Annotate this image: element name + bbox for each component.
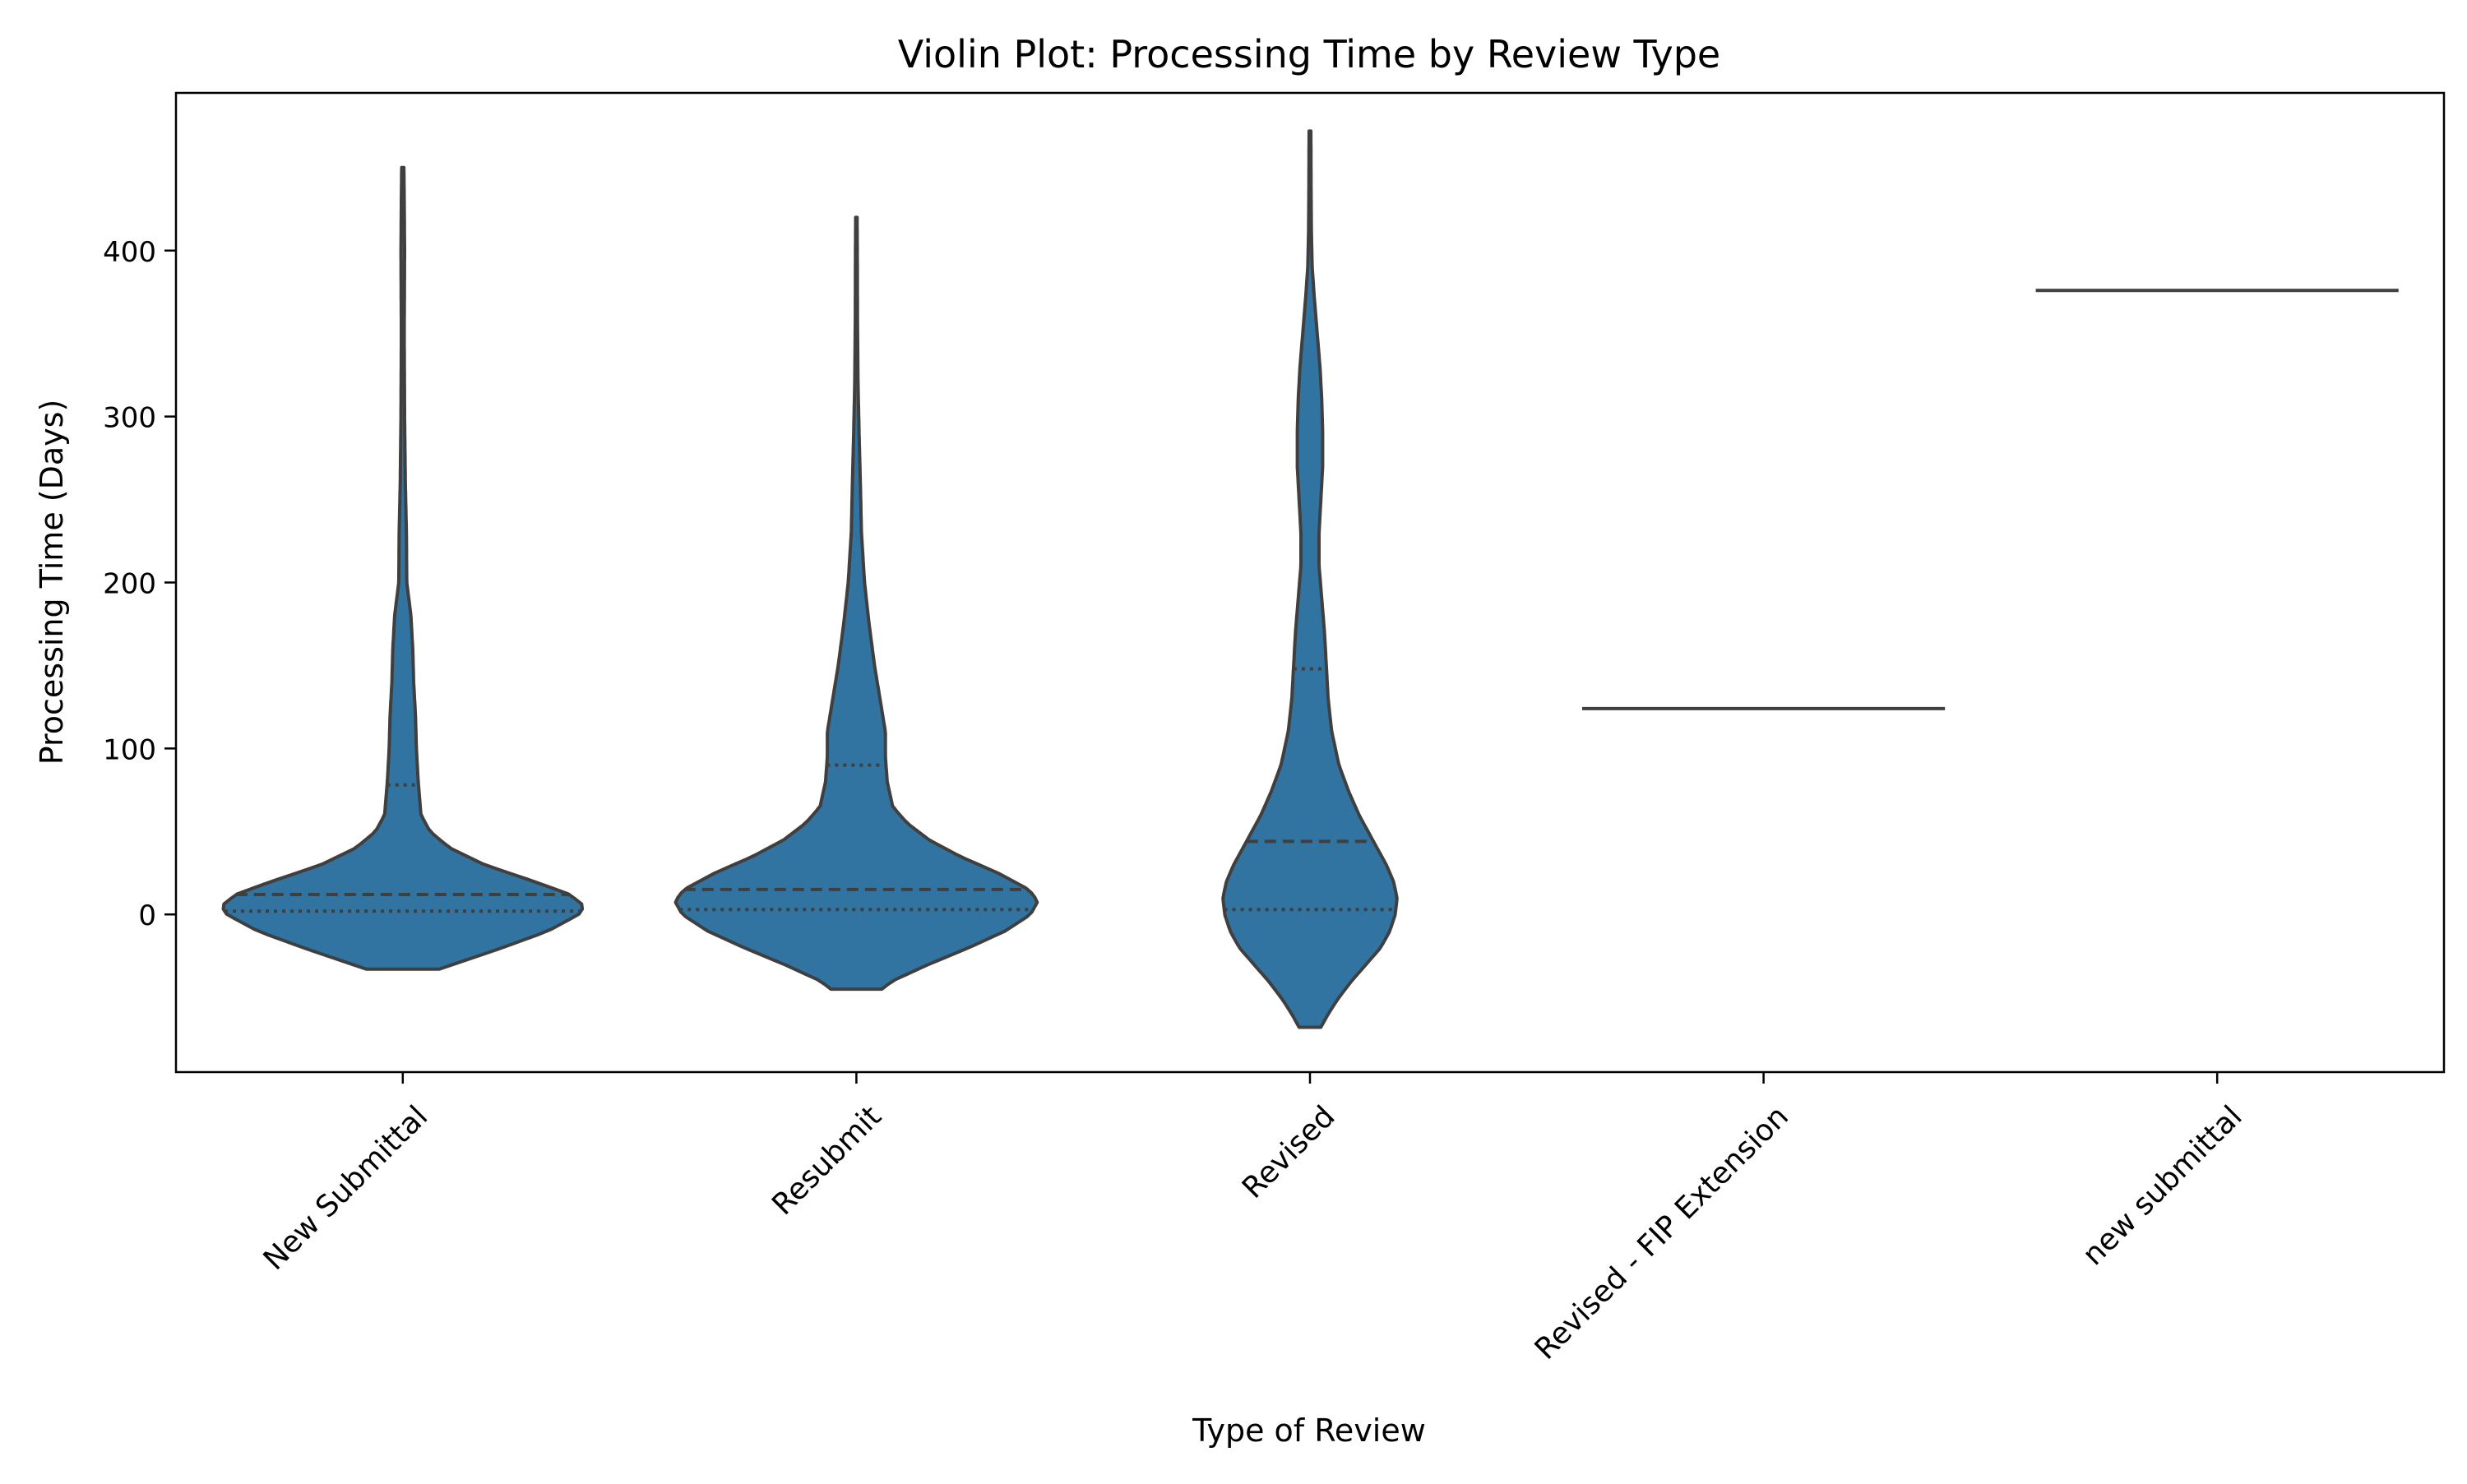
- y-axis-label: Processing Time (Days): [34, 400, 70, 765]
- y-tick-label: 0: [138, 899, 156, 932]
- x-axis-label: Type of Review: [1192, 1412, 1426, 1449]
- violin-body-new-submittal: [221, 165, 585, 971]
- y-tick-label: 200: [103, 568, 156, 601]
- violin-body-resubmit: [673, 215, 1039, 992]
- chart-title: Violin Plot: Processing Time by Review T…: [898, 32, 1720, 76]
- y-tick-label: 100: [103, 733, 156, 766]
- plot-area: [221, 129, 2399, 1029]
- y-tick-label: 300: [103, 402, 156, 435]
- y-tick-label: 400: [103, 236, 156, 269]
- violin-body-revised: [1221, 129, 1399, 1029]
